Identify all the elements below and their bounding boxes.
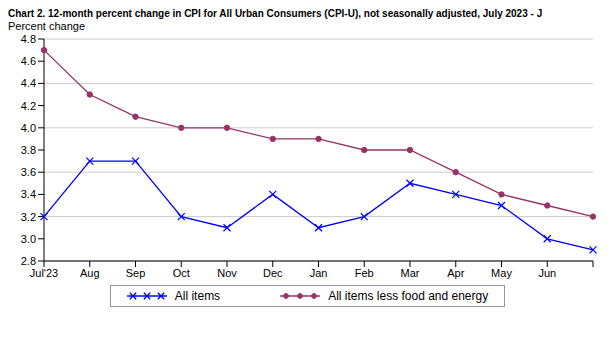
- html-text:All items: All items: [174, 289, 221, 303]
- svg-text:4.8: 4.8: [21, 33, 36, 45]
- svg-text:Jan: Jan: [310, 267, 328, 279]
- svg-text:Oct: Oct: [173, 267, 190, 279]
- svg-text:4.0: 4.0: [21, 122, 36, 134]
- svg-text:Apr: Apr: [447, 267, 464, 279]
- svg-text:3.0: 3.0: [21, 233, 36, 245]
- svg-text:3.6: 3.6: [21, 166, 36, 178]
- svg-text:Jul'23: Jul'23: [30, 267, 58, 279]
- svg-text:3.8: 3.8: [21, 144, 36, 156]
- svg-text:Feb: Feb: [355, 267, 374, 279]
- html-text:Percent change: Percent change: [8, 20, 86, 32]
- svg-text:Mar: Mar: [401, 267, 420, 279]
- svg-text:3.2: 3.2: [21, 211, 36, 223]
- svg-text:Sep: Sep: [126, 267, 146, 279]
- svg-text:4.2: 4.2: [21, 100, 36, 112]
- svg-text:Jun: Jun: [538, 267, 556, 279]
- html-text:All items less food and energy: All items less food and energy: [328, 289, 489, 303]
- svg-text:May: May: [491, 267, 512, 279]
- svg-text:Aug: Aug: [80, 267, 100, 279]
- svg-text:2.8: 2.8: [21, 255, 36, 267]
- html-text:Chart 2. 12-month percent chan: Chart 2. 12-month percent change in CPI …: [8, 8, 543, 19]
- svg-text:4.6: 4.6: [21, 55, 36, 67]
- svg-text:4.4: 4.4: [21, 77, 36, 89]
- svg-text:Dec: Dec: [263, 267, 283, 279]
- svg-text:3.4: 3.4: [21, 188, 36, 200]
- svg-text:Nov: Nov: [217, 267, 237, 279]
